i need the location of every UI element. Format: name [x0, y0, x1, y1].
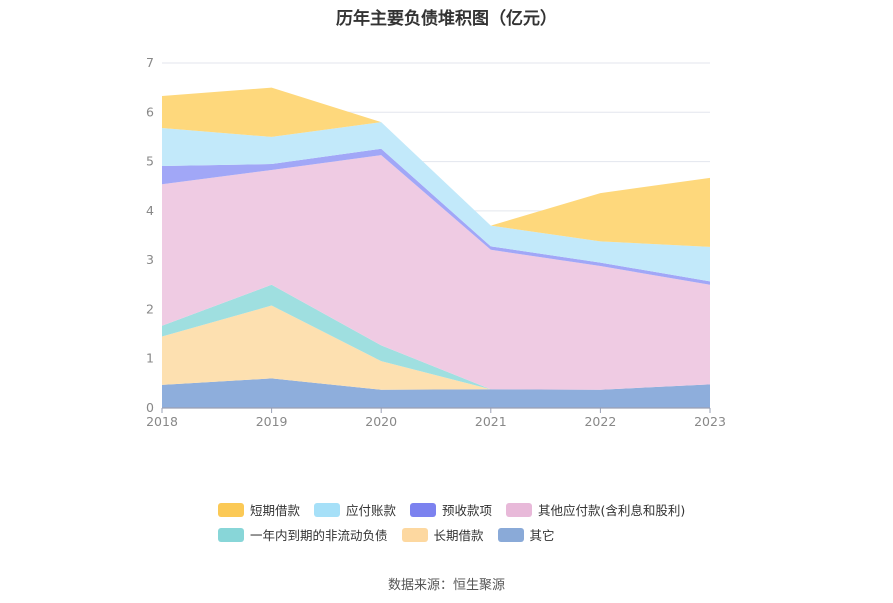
area-series-5	[162, 122, 710, 282]
legend-swatch	[218, 527, 244, 542]
legend-swatch	[218, 502, 244, 517]
data-source-note: 数据来源：恒生聚源	[387, 578, 505, 593]
legend-swatch	[410, 502, 437, 517]
legend-label: 其它	[529, 528, 555, 543]
series-areas	[162, 87, 710, 408]
legend-label: 预收款项	[442, 503, 493, 518]
legend-row: 短期借款 应付账款 预收款项 其他应付款(含利息和股利)	[218, 497, 738, 522]
legend-label: 其他应付款(含利息和股利)	[538, 503, 686, 518]
legend-swatch	[314, 502, 341, 517]
legend-item[interactable]: 短期借款	[218, 500, 300, 519]
legend-label: 短期借款	[250, 503, 301, 518]
y-tick-label: 2	[146, 301, 154, 316]
legend-row: 一年内到期的非流动负债 长期借款 其它	[218, 522, 738, 547]
chart-title: 历年主要负债堆积图（亿元）	[336, 9, 557, 29]
legend-swatch	[506, 502, 533, 517]
legend-swatch	[497, 527, 524, 542]
x-tick-label: 2020	[365, 414, 397, 429]
legend-swatch	[401, 527, 428, 542]
area-series-0	[162, 378, 710, 408]
legend-item[interactable]: 其他应付款(含利息和股利)	[506, 500, 685, 519]
legend-item[interactable]: 其它	[497, 525, 555, 544]
area-series-2	[162, 284, 710, 390]
legend-item[interactable]: 应付账款	[314, 500, 396, 519]
y-tick-label: 3	[146, 252, 154, 267]
legend: 短期借款 应付账款 预收款项 其他应付款(含利息和股利) 一年内到期的非流动负债 长期借款…	[218, 497, 738, 547]
x-tick-label: 2019	[256, 414, 288, 429]
y-tick-label: 4	[146, 203, 154, 218]
legend-label: 长期借款	[433, 528, 484, 543]
area-series-6	[162, 87, 710, 247]
legend-item[interactable]: 长期借款	[401, 525, 484, 544]
axes: 0 1 2 3 4 5 6 7 2018 2019 2020 2021 2022 2023	[146, 55, 726, 429]
y-tick-label: 6	[146, 104, 154, 119]
x-tick-label: 2021	[475, 414, 507, 429]
legend-label: 应付账款	[346, 503, 397, 518]
y-tick-label: 5	[146, 154, 154, 169]
area-series-3	[162, 155, 710, 390]
y-tick-label: 0	[146, 400, 154, 415]
x-tick-label: 2022	[584, 414, 616, 429]
area-series-1	[162, 305, 710, 390]
y-tick-label: 7	[146, 55, 154, 70]
legend-item[interactable]: 预收款项	[410, 500, 492, 519]
y-tick-label: 1	[146, 351, 154, 366]
x-tick-label: 2018	[146, 414, 178, 429]
legend-item[interactable]: 一年内到期的非流动负债	[218, 525, 388, 544]
x-tick-label: 2023	[694, 414, 726, 429]
legend-label: 一年内到期的非流动负债	[250, 528, 388, 543]
